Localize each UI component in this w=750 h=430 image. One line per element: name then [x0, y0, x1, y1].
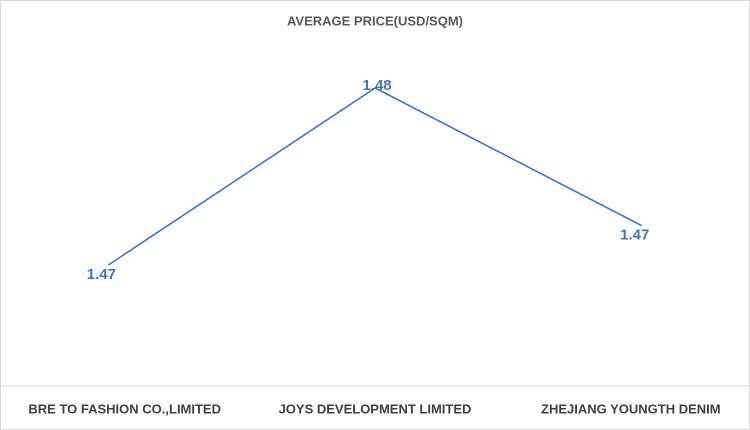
chart-title: AVERAGE PRICE(USD/SQM)	[287, 13, 463, 28]
x-tick-label: JOYS DEVELOPMENT LIMITED	[279, 401, 472, 416]
value-label: 1.47	[87, 266, 116, 283]
value-label: 1.47	[620, 227, 649, 244]
value-label: 1.48	[362, 77, 391, 94]
x-tick-label: ZHEJIANG YOUNGTH DENIM	[541, 401, 721, 416]
x-tick-label: BRE TO FASHION CO.,LIMITED	[28, 401, 221, 416]
line	[107, 87, 643, 266]
